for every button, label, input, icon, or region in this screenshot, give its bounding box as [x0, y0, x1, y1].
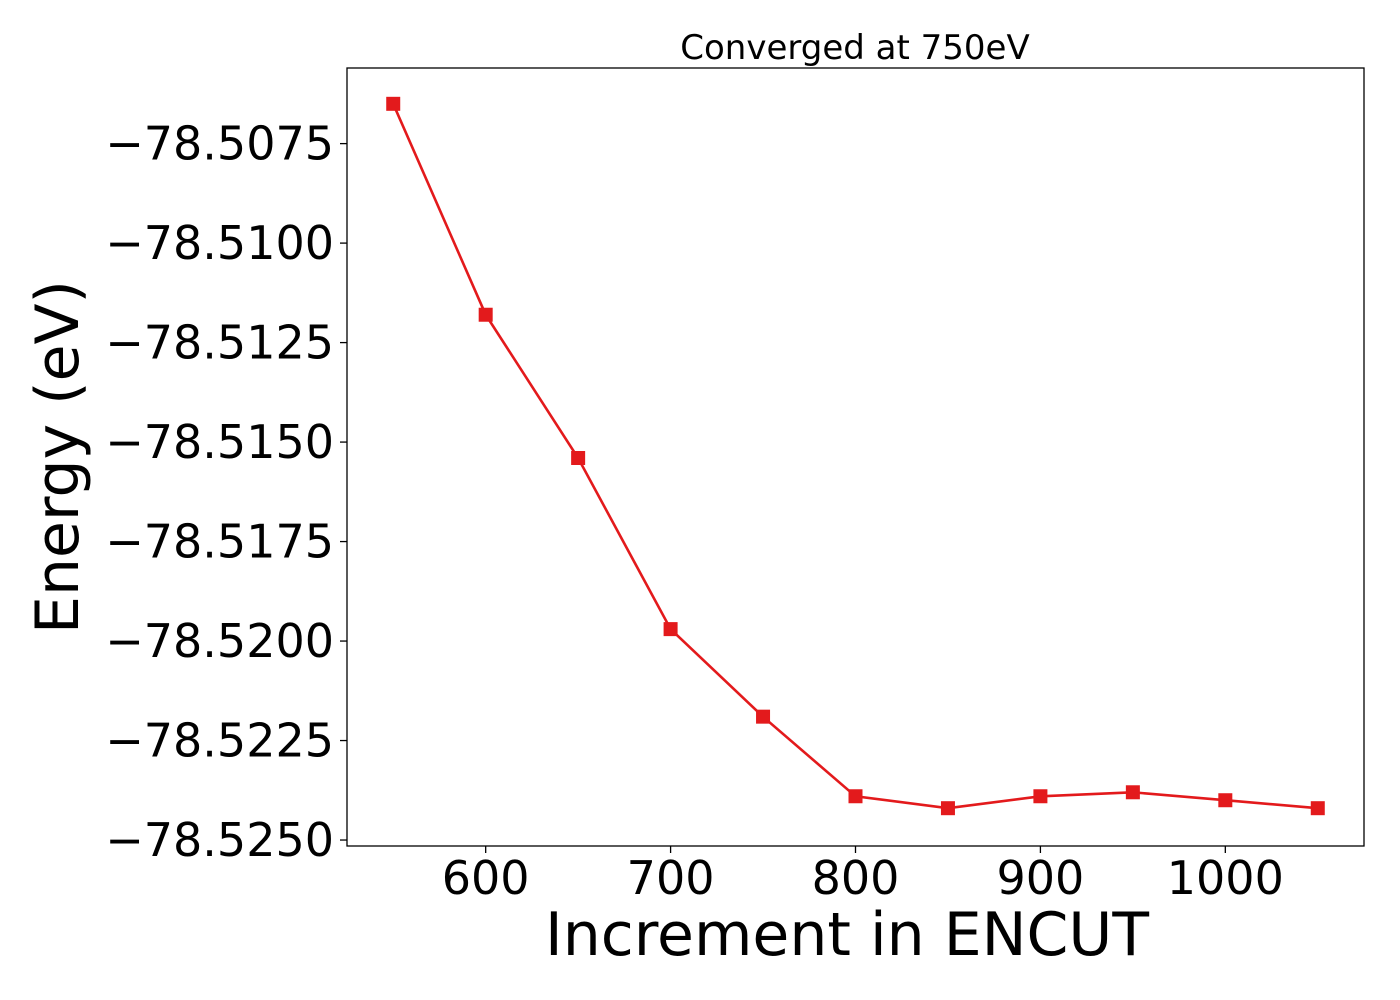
chart-title: Converged at 750eV [680, 28, 1029, 68]
x-tick-label: 600 [442, 851, 530, 905]
data-point-marker [386, 96, 401, 111]
data-point-marker [571, 450, 586, 465]
data-point-marker [756, 709, 771, 724]
data-point-marker [1310, 801, 1325, 816]
x-axis-label: Increment in ENCUT [545, 900, 1149, 970]
data-point-marker [940, 801, 955, 816]
x-tick-label: 800 [812, 851, 900, 905]
plot-area-frame [346, 67, 1365, 847]
y-tick-label: −78.5250 [105, 813, 334, 867]
y-axis-ticks: −78.5075 −78.5100 −78.5125 −78.5150 −78.5175… [105, 117, 347, 867]
y-tick-label: −78.5075 [105, 117, 334, 171]
data-point-marker [848, 789, 863, 804]
x-tick-label: 1000 [1167, 851, 1284, 905]
data-point-marker [478, 307, 493, 322]
y-tick-label: −78.5150 [105, 415, 334, 469]
y-tick-label: −78.5125 [105, 316, 334, 370]
x-axis-ticks: 600 700 800 900 1000 [442, 846, 1284, 905]
x-tick-label: 900 [997, 851, 1085, 905]
data-point-marker [663, 622, 678, 637]
y-axis-label: Energy (eV) [23, 280, 93, 634]
y-tick-label: −78.5200 [105, 614, 334, 668]
y-tick-label: −78.5175 [105, 515, 334, 569]
data-point-marker [1218, 793, 1233, 808]
data-point-marker [1125, 785, 1140, 800]
y-tick-label: −78.5225 [105, 714, 334, 768]
data-point-marker [1033, 789, 1048, 804]
series-markers [386, 96, 1325, 816]
y-tick-label: −78.5100 [105, 216, 334, 270]
x-tick-label: 700 [627, 851, 715, 905]
series-line [392, 103, 1318, 810]
